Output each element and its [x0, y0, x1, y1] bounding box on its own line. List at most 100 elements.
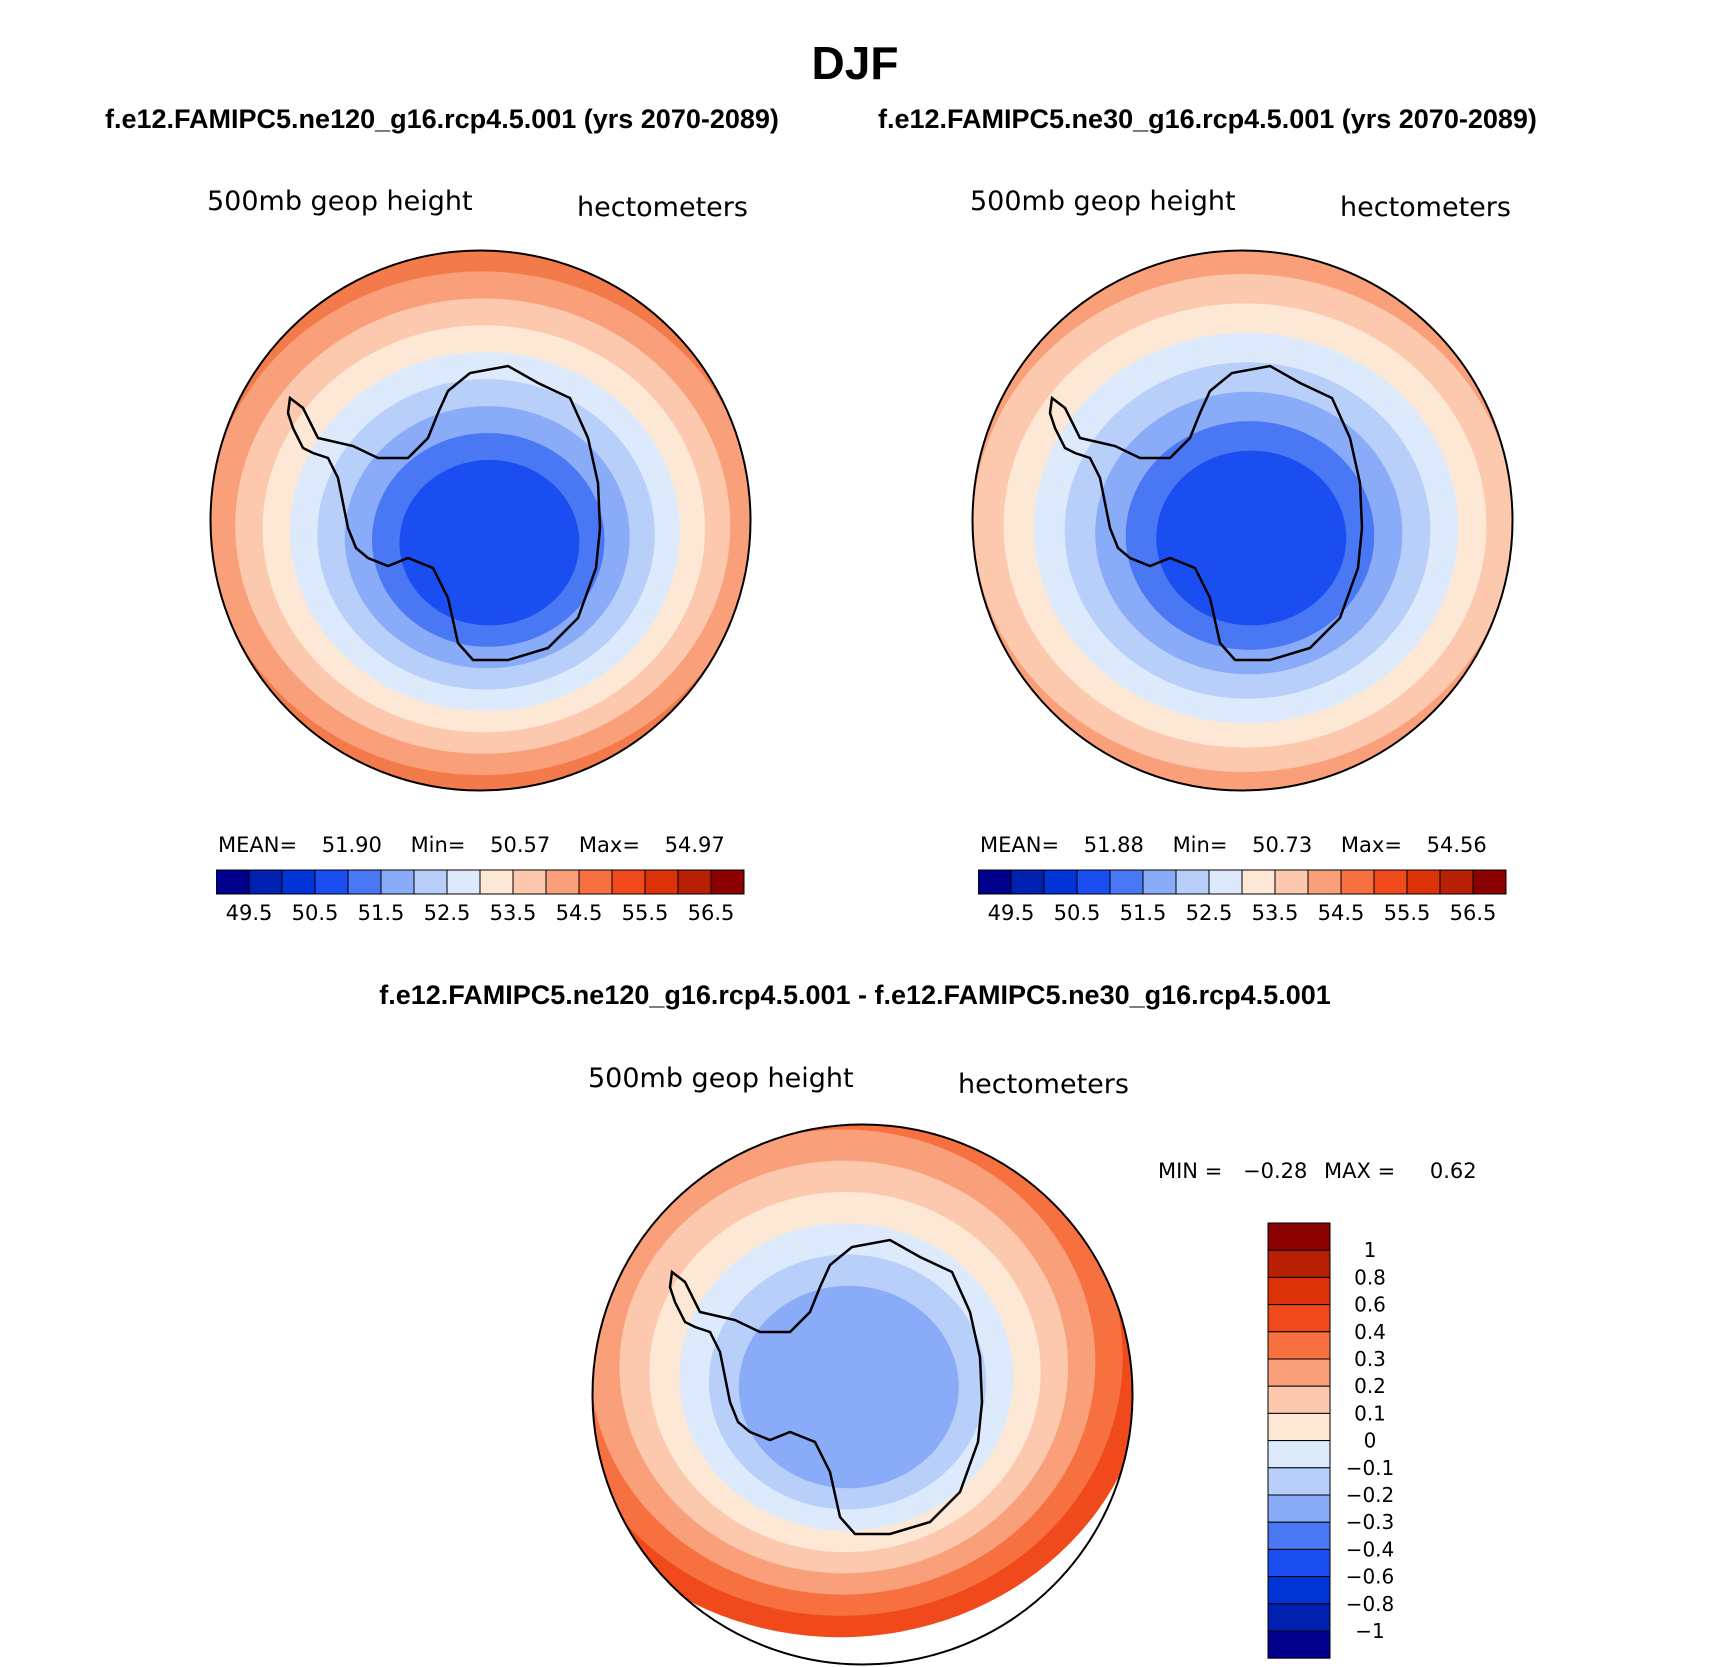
- max-label: Max=: [578, 833, 640, 857]
- colorbar-swatch: [1307, 869, 1342, 895]
- min-value: 50.73: [1252, 833, 1313, 857]
- max-value: 54.97: [664, 833, 725, 857]
- colorbar-tick-label: 52.5: [1186, 901, 1233, 925]
- right-contour-fill: [972, 250, 1513, 791]
- colorbar-swatch: [1340, 869, 1375, 895]
- figure-title: DJF: [811, 37, 899, 89]
- colorbar-tick-label: 53.5: [1252, 901, 1299, 925]
- colorbar-swatch: [1267, 1304, 1331, 1333]
- colorbar-swatch: [248, 869, 283, 895]
- colorbar-tick-label: 49.5: [988, 901, 1035, 925]
- colorbar-tick-label: −1: [1355, 1619, 1384, 1643]
- colorbar-swatch: [1142, 869, 1177, 895]
- colorbar-swatch: [1267, 1576, 1331, 1605]
- colorbar-tick-label: 56.5: [688, 901, 735, 925]
- colorbar-swatch: [1076, 869, 1111, 895]
- antarctica-coastline: [668, 1238, 984, 1536]
- colorbar-swatch: [1267, 1521, 1331, 1550]
- colorbar-tick-label: −0.1: [1346, 1456, 1395, 1480]
- diff-variable-label: 500mb geop height: [588, 1063, 854, 1094]
- left-polar-map: [209, 249, 752, 792]
- colorbar-tick-label: 0.1: [1354, 1401, 1386, 1425]
- colorbar-tick-label: 0.3: [1354, 1347, 1386, 1371]
- colorbar-swatch: [1406, 869, 1441, 895]
- mean-label: MEAN=: [980, 833, 1060, 857]
- colorbar-tick-label: 51.5: [1120, 901, 1167, 925]
- antarctica-coastline: [1048, 364, 1364, 662]
- colorbar-tick-label: 49.5: [226, 901, 273, 925]
- colorbar-tick-label: 53.5: [490, 901, 537, 925]
- right-map-border: [971, 249, 1514, 792]
- right-stats: MEAN= 51.88 Min= 50.73 Max= 54.56: [980, 833, 1487, 857]
- colorbar-swatch: [1208, 869, 1243, 895]
- colorbar-swatch: [978, 869, 1012, 895]
- colorbar-swatch: [1439, 869, 1474, 895]
- min-label: Min=: [1172, 833, 1228, 857]
- colorbar-tick-label: 55.5: [622, 901, 669, 925]
- max-label: MAX =: [1324, 1159, 1396, 1183]
- left-map-border: [209, 249, 752, 792]
- colorbar-swatch: [578, 869, 613, 895]
- colorbar-tick-label: 0.4: [1354, 1320, 1386, 1344]
- diff-stats: MIN = −0.28 MAX = 0.62: [1158, 1159, 1477, 1183]
- colorbar-swatch: [1267, 1276, 1331, 1306]
- colorbar-swatch: [1472, 869, 1507, 895]
- difference-title: f.e12.FAMIPC5.ne120_g16.rcp4.5.001 - f.e…: [379, 980, 1331, 1010]
- colorbar-swatch: [1267, 1249, 1331, 1278]
- colorbar-swatch: [1267, 1222, 1331, 1251]
- colorbar-tick-label: 54.5: [1318, 901, 1365, 925]
- right-units-label: hectometers: [1340, 192, 1511, 223]
- colorbar-swatch: [1267, 1630, 1331, 1659]
- difference-contour-fill: [592, 1124, 1133, 1638]
- left-variable-label: 500mb geop height: [207, 186, 473, 217]
- colorbar-swatch: [1043, 869, 1078, 895]
- antarctica-coastline: [286, 364, 602, 662]
- contour-band: [738, 1285, 959, 1489]
- colorbar-tick-label: 55.5: [1384, 901, 1431, 925]
- colorbar-tick-label: −0.4: [1346, 1537, 1395, 1561]
- colorbar-swatch: [611, 869, 646, 895]
- colorbar-swatch: [1267, 1548, 1331, 1578]
- colorbar-tick-label: −0.3: [1346, 1510, 1395, 1534]
- min-label: Min=: [410, 833, 466, 857]
- diff-units-label: hectometers: [958, 1069, 1129, 1100]
- colorbar-swatch: [1267, 1331, 1331, 1360]
- min-value: −0.28: [1242, 1159, 1308, 1183]
- colorbar-swatch: [446, 869, 481, 895]
- colorbar-tick-label: −0.2: [1346, 1483, 1395, 1507]
- right-case-title: f.e12.FAMIPC5.ne30_g16.rcp4.5.001 (yrs 2…: [878, 104, 1537, 134]
- colorbar-swatch: [1373, 869, 1408, 895]
- left-contour-fill: [210, 250, 751, 791]
- colorbar-swatch: [1267, 1385, 1331, 1414]
- colorbar-tick-label: −0.8: [1346, 1592, 1395, 1616]
- colorbar-tick-label: 54.5: [556, 901, 603, 925]
- mean-label: MEAN=: [218, 833, 298, 857]
- colorbar-tick-label: 52.5: [424, 901, 471, 925]
- colorbar-swatch: [479, 869, 514, 895]
- right-variable-label: 500mb geop height: [970, 186, 1236, 217]
- colorbar-swatch: [347, 869, 382, 895]
- difference-colorbar: 1 0.8 0.6 0.4 0.3 0.2 0.1 0 −0.1 −0.2 −0.3 −0.4 −0.6…: [1267, 1222, 1395, 1659]
- colorbar-swatch: [1109, 869, 1144, 895]
- colorbar-swatch: [1267, 1440, 1331, 1469]
- colorbar-swatch: [1267, 1467, 1331, 1496]
- mean-value: 51.88: [1083, 833, 1144, 857]
- max-value: 54.56: [1426, 833, 1487, 857]
- left-case-title: f.e12.FAMIPC5.ne120_g16.rcp4.5.001 (yrs …: [105, 104, 779, 134]
- contour-band: [399, 459, 580, 626]
- mean-value: 51.90: [321, 833, 382, 857]
- colorbar-swatch: [1274, 869, 1309, 895]
- min-value: 50.57: [490, 833, 551, 857]
- colorbar-tick-label: 0.2: [1354, 1374, 1386, 1398]
- left-stats: MEAN= 51.90 Min= 50.57 Max= 54.97: [218, 833, 725, 857]
- min-label: MIN =: [1158, 1159, 1223, 1183]
- colorbar-tick-label: 51.5: [358, 901, 405, 925]
- colorbar-tick-label: 0: [1364, 1429, 1377, 1453]
- colorbar-swatch: [380, 869, 415, 895]
- colorbar-swatch: [216, 869, 250, 895]
- colorbar-swatch: [1010, 869, 1045, 895]
- colorbar-tick-label: 50.5: [292, 901, 339, 925]
- max-value: 0.62: [1429, 1159, 1477, 1183]
- colorbar-swatch: [677, 869, 712, 895]
- colorbar-swatch: [413, 869, 448, 895]
